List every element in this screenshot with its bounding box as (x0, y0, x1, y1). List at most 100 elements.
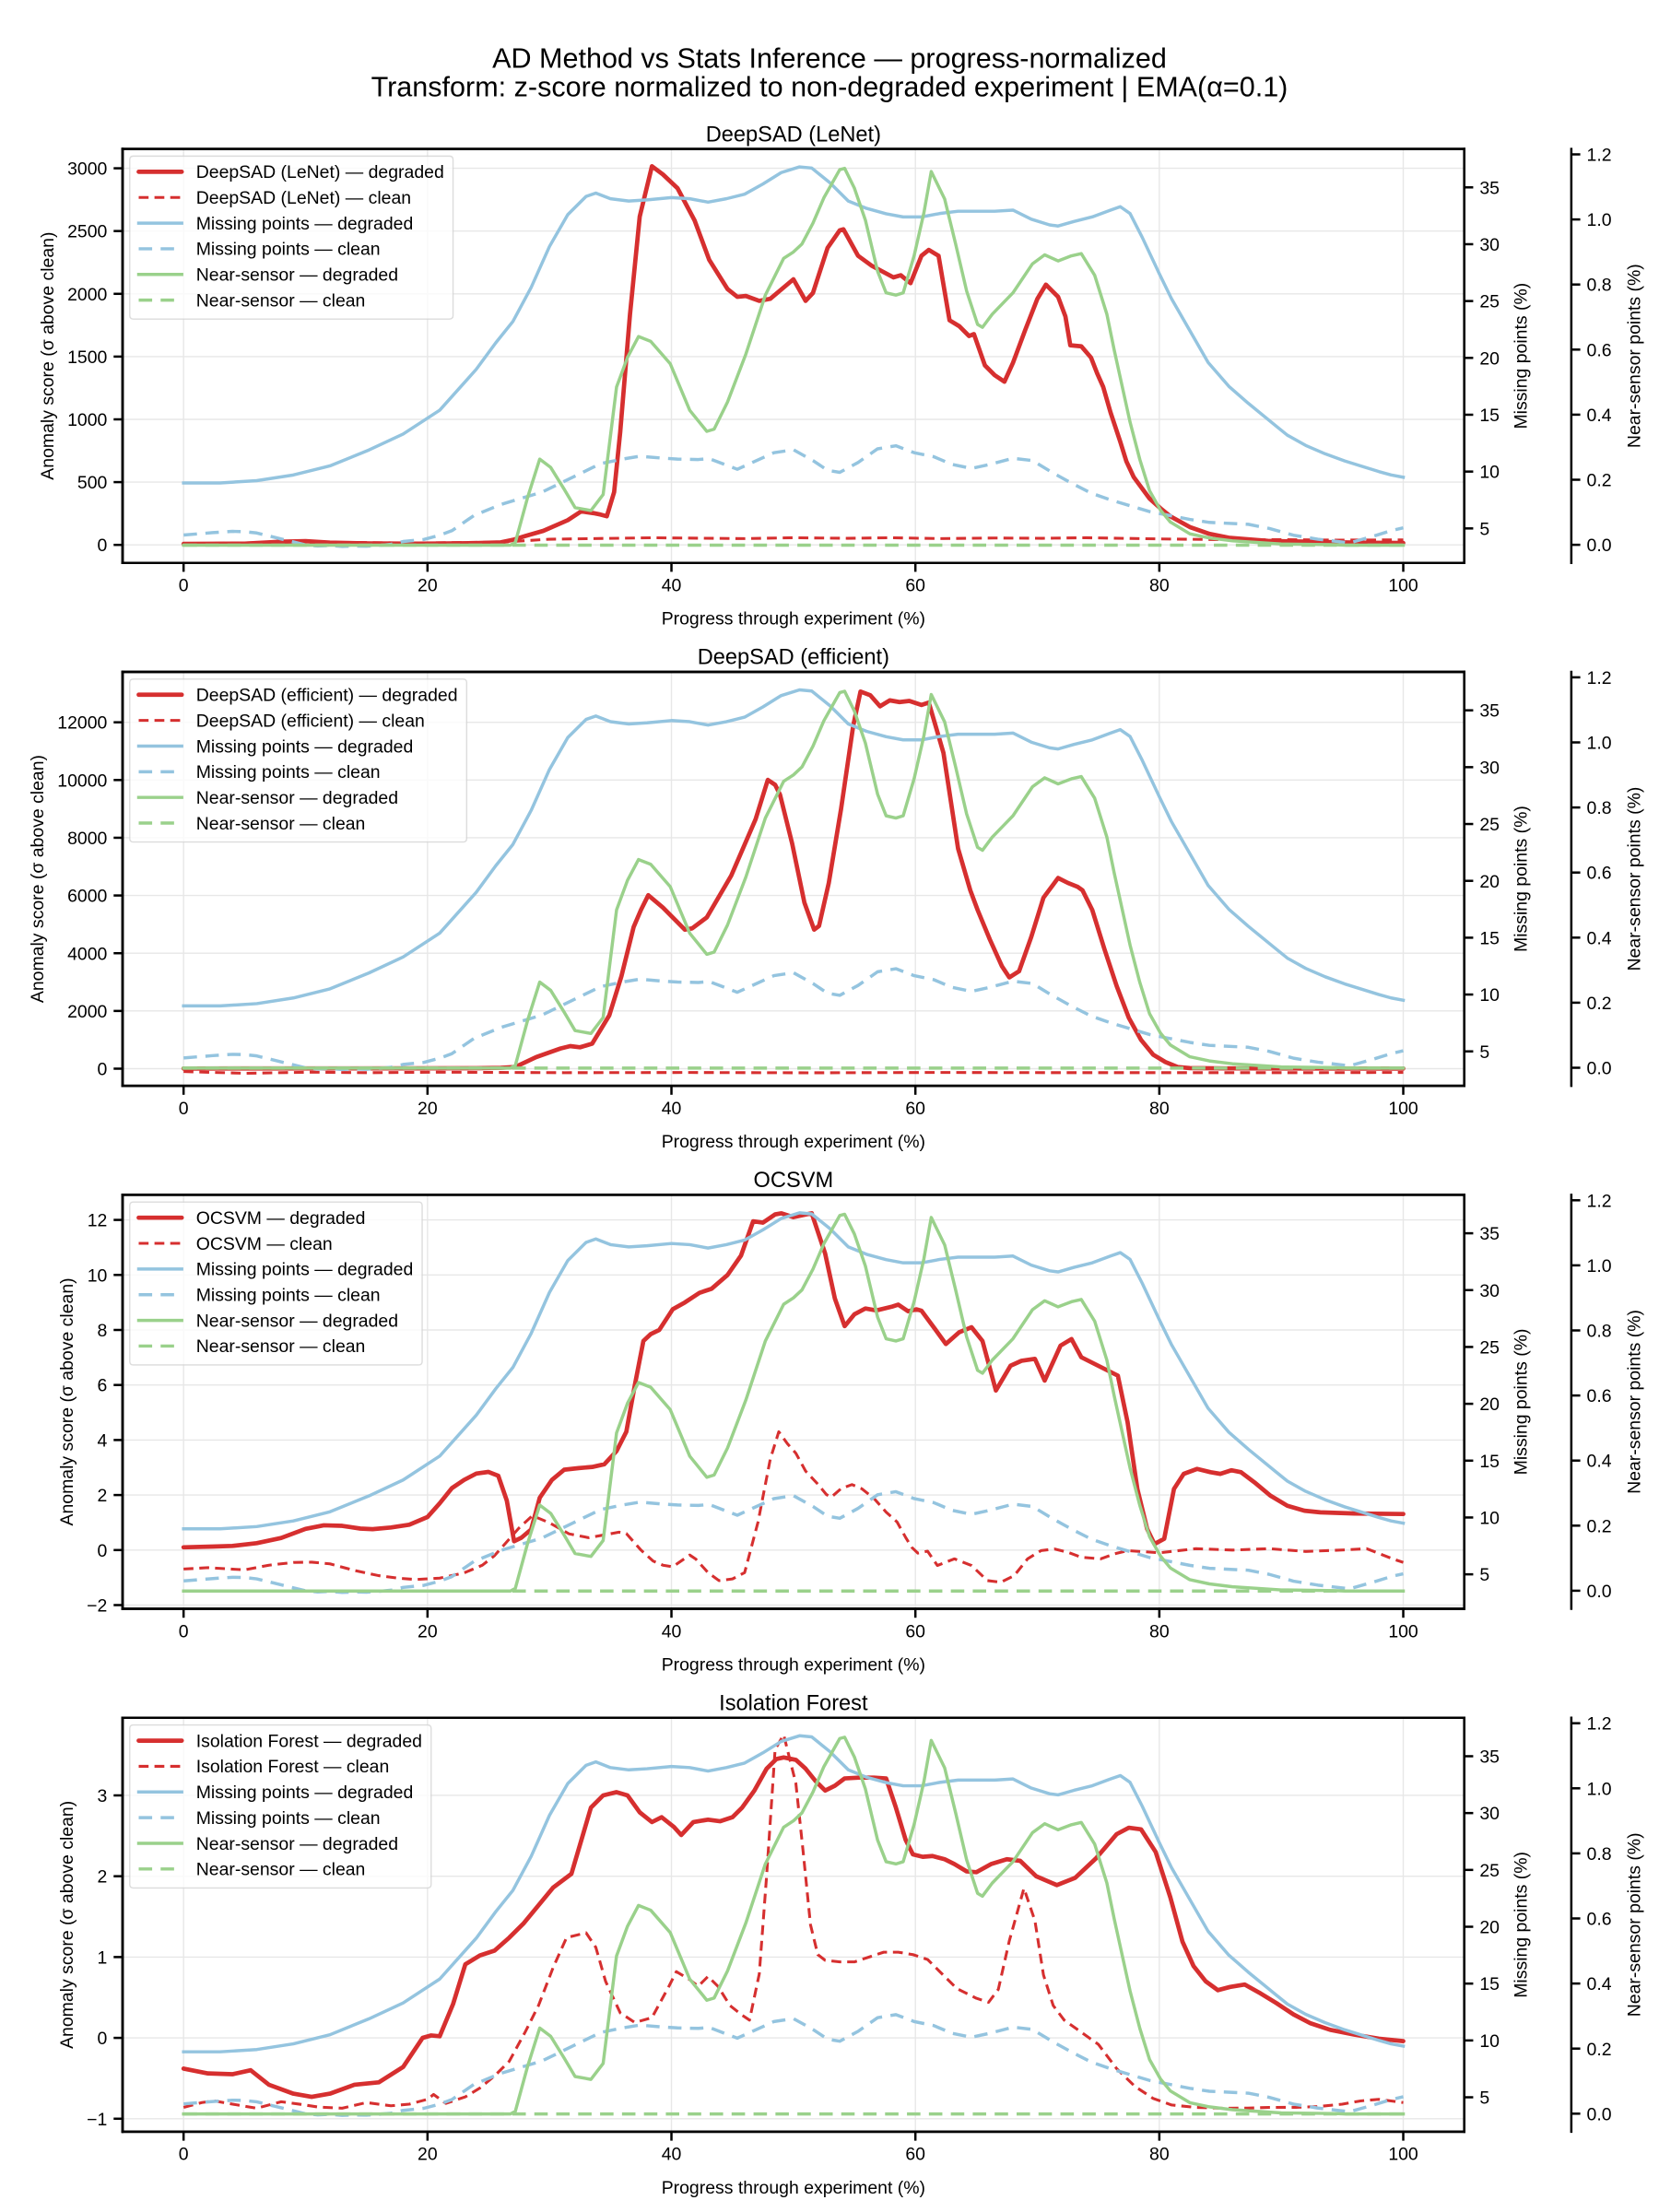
svg-text:Missing points — clean: Missing points — clean (196, 1286, 381, 1306)
svg-text:30: 30 (1479, 1281, 1500, 1301)
svg-text:10: 10 (1479, 1508, 1500, 1528)
svg-text:60: 60 (905, 2145, 925, 2165)
svg-text:2: 2 (98, 1867, 108, 1888)
svg-text:Missing points — clean: Missing points — clean (196, 762, 381, 782)
svg-text:OCSVM — clean: OCSVM — clean (196, 1234, 333, 1254)
svg-text:25: 25 (1479, 815, 1500, 835)
svg-text:20: 20 (418, 1099, 438, 1119)
svg-text:Near-sensor — degraded: Near-sensor — degraded (196, 1834, 398, 1854)
svg-text:0.2: 0.2 (1587, 471, 1612, 491)
svg-text:0.2: 0.2 (1587, 2040, 1612, 2060)
svg-text:Near-sensor — degraded: Near-sensor — degraded (196, 788, 398, 808)
svg-text:Missing points (%): Missing points (%) (1511, 806, 1531, 952)
svg-text:0.8: 0.8 (1587, 276, 1612, 296)
svg-text:1.0: 1.0 (1587, 1779, 1612, 1799)
svg-text:80: 80 (1149, 575, 1170, 595)
svg-text:Missing points — degraded: Missing points — degraded (196, 214, 414, 234)
svg-text:35: 35 (1479, 178, 1500, 198)
svg-text:100: 100 (1388, 1621, 1418, 1641)
svg-text:35: 35 (1479, 1224, 1500, 1244)
svg-text:0.0: 0.0 (1587, 1582, 1612, 1602)
svg-text:0: 0 (179, 2145, 189, 2165)
svg-text:Near-sensor — clean: Near-sensor — clean (196, 1336, 366, 1357)
svg-text:−1: −1 (87, 2110, 107, 2130)
svg-text:1.2: 1.2 (1587, 668, 1612, 688)
svg-text:Isolation Forest — degraded: Isolation Forest — degraded (196, 1731, 422, 1751)
svg-text:0.4: 0.4 (1587, 1974, 1612, 1994)
svg-text:20: 20 (418, 2145, 438, 2165)
svg-text:0.4: 0.4 (1587, 1452, 1612, 1472)
svg-text:2000: 2000 (67, 1002, 107, 1022)
svg-text:4: 4 (98, 1430, 108, 1451)
svg-text:20: 20 (418, 1621, 438, 1641)
svg-text:0.4: 0.4 (1587, 928, 1612, 948)
svg-text:60: 60 (905, 1099, 925, 1119)
svg-text:−2: −2 (87, 1596, 107, 1617)
svg-text:0.6: 0.6 (1587, 1910, 1612, 1930)
svg-text:DeepSAD (LeNet) — degraded: DeepSAD (LeNet) — degraded (196, 162, 444, 182)
svg-text:3: 3 (98, 1786, 108, 1806)
svg-text:25: 25 (1479, 1337, 1500, 1358)
svg-text:1500: 1500 (67, 347, 107, 368)
svg-text:Missing points — clean: Missing points — clean (196, 240, 381, 260)
svg-text:12000: 12000 (57, 713, 107, 734)
svg-text:40: 40 (662, 575, 682, 595)
svg-text:0: 0 (98, 1060, 108, 1080)
svg-text:30: 30 (1479, 235, 1500, 255)
svg-text:OCSVM — degraded: OCSVM — degraded (196, 1208, 366, 1229)
svg-text:0.6: 0.6 (1587, 864, 1612, 884)
svg-text:30: 30 (1479, 758, 1500, 778)
svg-text:5: 5 (1479, 1565, 1489, 1585)
svg-text:1: 1 (98, 1947, 108, 1968)
svg-text:Transform: z-score normalized: Transform: z-score normalized to non-deg… (371, 71, 1288, 102)
svg-text:Near-sensor — clean: Near-sensor — clean (196, 290, 366, 311)
svg-text:0: 0 (179, 1621, 189, 1641)
svg-text:80: 80 (1149, 1621, 1170, 1641)
svg-text:Progress through experiment (%: Progress through experiment (%) (662, 1132, 925, 1152)
svg-text:0.2: 0.2 (1587, 1516, 1612, 1536)
svg-text:20: 20 (1479, 1394, 1500, 1415)
svg-text:OCSVM: OCSVM (754, 1169, 834, 1193)
svg-text:Near-sensor — degraded: Near-sensor — degraded (196, 1311, 398, 1331)
svg-text:2500: 2500 (67, 222, 107, 242)
svg-text:Missing points (%): Missing points (%) (1511, 1852, 1531, 1998)
svg-text:8000: 8000 (67, 829, 107, 849)
svg-text:Near-sensor points (%): Near-sensor points (%) (1624, 787, 1644, 971)
svg-text:0.8: 0.8 (1587, 1322, 1612, 1342)
svg-text:Missing points — clean: Missing points — clean (196, 1808, 381, 1829)
svg-text:80: 80 (1149, 2145, 1170, 2165)
svg-text:0.0: 0.0 (1587, 2104, 1612, 2124)
svg-text:100: 100 (1388, 1099, 1418, 1119)
svg-text:1.0: 1.0 (1587, 210, 1612, 230)
svg-text:12: 12 (88, 1211, 108, 1231)
svg-text:0.6: 0.6 (1587, 340, 1612, 360)
svg-text:80: 80 (1149, 1099, 1170, 1119)
svg-text:Near-sensor — clean: Near-sensor — clean (196, 1860, 366, 1880)
svg-text:Near-sensor points (%): Near-sensor points (%) (1624, 264, 1644, 448)
svg-text:4000: 4000 (67, 944, 107, 964)
svg-text:5: 5 (1479, 1042, 1489, 1063)
svg-text:6000: 6000 (67, 887, 107, 907)
svg-text:15: 15 (1479, 1452, 1500, 1472)
svg-text:Anomaly score (σ above clean): Anomaly score (σ above clean) (38, 232, 58, 480)
svg-text:3000: 3000 (67, 159, 107, 180)
svg-text:Anomaly score (σ above clean): Anomaly score (σ above clean) (57, 1801, 77, 2049)
svg-text:10: 10 (1479, 2031, 1500, 2052)
svg-text:15: 15 (1479, 1974, 1500, 1994)
svg-text:20: 20 (418, 575, 438, 595)
svg-text:Progress through experiment (%: Progress through experiment (%) (662, 609, 925, 629)
svg-text:0.0: 0.0 (1587, 1059, 1612, 1079)
svg-text:Missing points — degraded: Missing points — degraded (196, 736, 414, 757)
svg-text:5: 5 (1479, 519, 1489, 539)
svg-text:0.8: 0.8 (1587, 1844, 1612, 1865)
svg-text:Missing points — degraded: Missing points — degraded (196, 1783, 414, 1803)
svg-text:30: 30 (1479, 1804, 1500, 1824)
svg-text:Progress through experiment (%: Progress through experiment (%) (662, 2178, 925, 2198)
svg-text:DeepSAD (efficient): DeepSAD (efficient) (698, 646, 889, 670)
svg-text:20: 20 (1479, 872, 1500, 892)
svg-text:1.2: 1.2 (1587, 146, 1612, 166)
svg-text:40: 40 (662, 2145, 682, 2165)
svg-text:2: 2 (98, 1486, 108, 1506)
svg-text:15: 15 (1479, 928, 1500, 948)
svg-text:40: 40 (662, 1621, 682, 1641)
